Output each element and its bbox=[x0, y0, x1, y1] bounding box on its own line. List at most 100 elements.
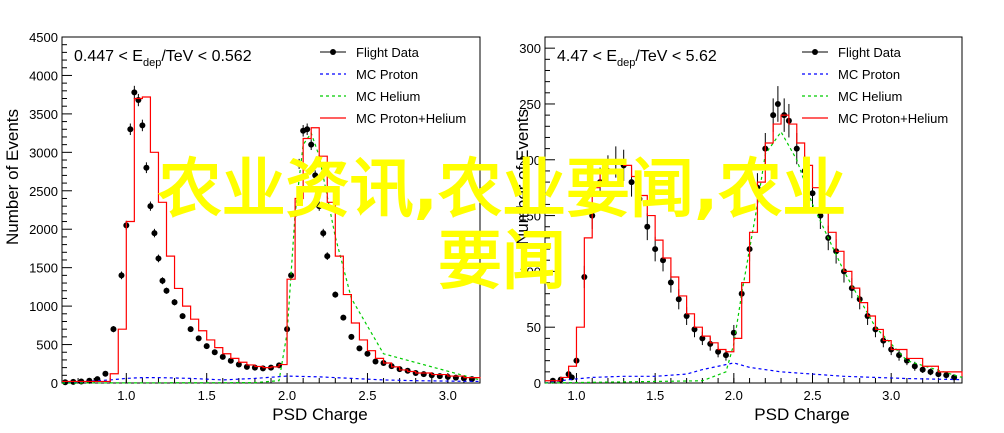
y-tick-label: 200 bbox=[519, 153, 541, 168]
chart-title: 4.47 < Edep/TeV < 5.62 bbox=[557, 48, 717, 69]
x-tick-label: 3.0 bbox=[439, 388, 457, 403]
legend-label: MC Proton bbox=[356, 67, 418, 82]
legend-label: MC Proton bbox=[838, 67, 900, 82]
y-tick-label: 3500 bbox=[29, 107, 58, 122]
data-point bbox=[332, 291, 339, 298]
y-tick-label: 0 bbox=[534, 376, 541, 391]
y-tick-label: 50 bbox=[527, 320, 541, 335]
data-point bbox=[428, 372, 435, 379]
plot-frame bbox=[61, 36, 481, 384]
data-point bbox=[444, 373, 451, 380]
data-point bbox=[320, 230, 327, 237]
data-point bbox=[159, 277, 166, 284]
data-point bbox=[660, 257, 667, 264]
data-point bbox=[943, 372, 950, 379]
x-tick-label: 2.5 bbox=[803, 388, 821, 403]
legend-label: MC Helium bbox=[838, 89, 902, 104]
data-point bbox=[667, 279, 674, 286]
data-point bbox=[288, 272, 295, 279]
data-point bbox=[715, 348, 722, 355]
chart-panel-left: 0 500 1000 1500 2000 2500 3000 3500 4000 4500 1.0 1… bbox=[3, 30, 481, 424]
y-tick-label: 1000 bbox=[29, 299, 58, 314]
data-point bbox=[308, 141, 315, 148]
overlay-text-line1: 农业资讯,农业要闻,农业 bbox=[157, 153, 847, 227]
y-tick-label: 0 bbox=[51, 376, 58, 391]
y-tick-label: 3000 bbox=[29, 145, 58, 160]
data-point bbox=[356, 345, 363, 352]
data-point bbox=[348, 333, 355, 340]
overlay-text-line2: 要闻 bbox=[438, 225, 566, 299]
y-axis-title: Number of Events bbox=[3, 109, 22, 245]
x-tick-label: 2.0 bbox=[278, 388, 296, 403]
legend-marker-flight-data bbox=[330, 49, 336, 55]
y-tick-label: 4500 bbox=[29, 30, 58, 45]
data-point bbox=[460, 375, 467, 382]
legend-label: MC Proton+Helium bbox=[356, 111, 466, 126]
data-point bbox=[62, 379, 69, 386]
data-point bbox=[312, 172, 319, 179]
legend-label: MC Helium bbox=[356, 89, 420, 104]
data-point bbox=[801, 167, 808, 174]
data-point bbox=[364, 350, 371, 357]
data-point bbox=[171, 299, 178, 306]
series-line-mc-helium bbox=[61, 131, 481, 384]
series-line-mc-proton bbox=[61, 375, 481, 384]
data-point bbox=[187, 326, 194, 333]
data-point bbox=[203, 343, 210, 350]
plot-frame bbox=[544, 36, 963, 384]
data-point bbox=[179, 313, 186, 320]
data-point bbox=[927, 368, 934, 375]
data-point bbox=[683, 313, 690, 320]
y-tick-label: 150 bbox=[519, 209, 541, 224]
y-tick-label: 100 bbox=[519, 264, 541, 279]
data-point bbox=[644, 223, 651, 230]
data-point bbox=[151, 230, 158, 237]
chart-title: 0.447 < Edep/TeV < 0.562 bbox=[74, 48, 252, 69]
series-line-mc-proton-helium bbox=[62, 96, 481, 383]
data-point bbox=[699, 335, 706, 342]
x-tick-label: 1.0 bbox=[567, 388, 585, 403]
data-point bbox=[102, 370, 109, 377]
data-point bbox=[911, 363, 918, 370]
data-point bbox=[195, 335, 202, 342]
data-point bbox=[722, 352, 729, 359]
data-point bbox=[304, 126, 311, 133]
data-point bbox=[163, 287, 170, 294]
y-tick-label: 2500 bbox=[29, 184, 58, 199]
data-point bbox=[935, 371, 942, 378]
data-point bbox=[143, 164, 150, 171]
data-point bbox=[155, 255, 162, 262]
x-tick-label: 2.0 bbox=[725, 388, 743, 403]
y-axis-title: Number of Events bbox=[513, 109, 532, 245]
data-point bbox=[372, 358, 379, 365]
data-point bbox=[86, 377, 93, 384]
data-point bbox=[774, 100, 781, 107]
y-tick-label: 1500 bbox=[29, 261, 58, 276]
x-axis-title: PSD Charge bbox=[272, 405, 367, 424]
data-point bbox=[770, 112, 777, 119]
data-point bbox=[628, 179, 635, 186]
y-tick-label: 2000 bbox=[29, 222, 58, 237]
x-tick-label: 1.5 bbox=[646, 388, 664, 403]
data-point bbox=[139, 122, 146, 129]
y-tick-label: 500 bbox=[36, 338, 58, 353]
legend-label: Flight Data bbox=[838, 45, 902, 60]
data-point bbox=[691, 326, 698, 333]
x-tick-label: 3.0 bbox=[882, 388, 900, 403]
x-tick-label: 1.5 bbox=[198, 388, 216, 403]
legend-marker-flight-data bbox=[812, 49, 818, 55]
data-point bbox=[420, 371, 427, 378]
y-tick-label: 300 bbox=[519, 41, 541, 56]
data-point bbox=[235, 361, 242, 368]
data-point bbox=[324, 253, 331, 260]
series-line-mc-proton-helium bbox=[545, 114, 963, 382]
data-point bbox=[809, 190, 816, 197]
data-point bbox=[211, 349, 218, 356]
legend-label: MC Proton+Helium bbox=[838, 111, 948, 126]
x-tick-label: 1.0 bbox=[117, 388, 135, 403]
data-point bbox=[316, 203, 323, 210]
data-point bbox=[340, 314, 347, 321]
x-tick-label: 2.5 bbox=[358, 388, 376, 403]
legend-label: Flight Data bbox=[356, 45, 420, 60]
